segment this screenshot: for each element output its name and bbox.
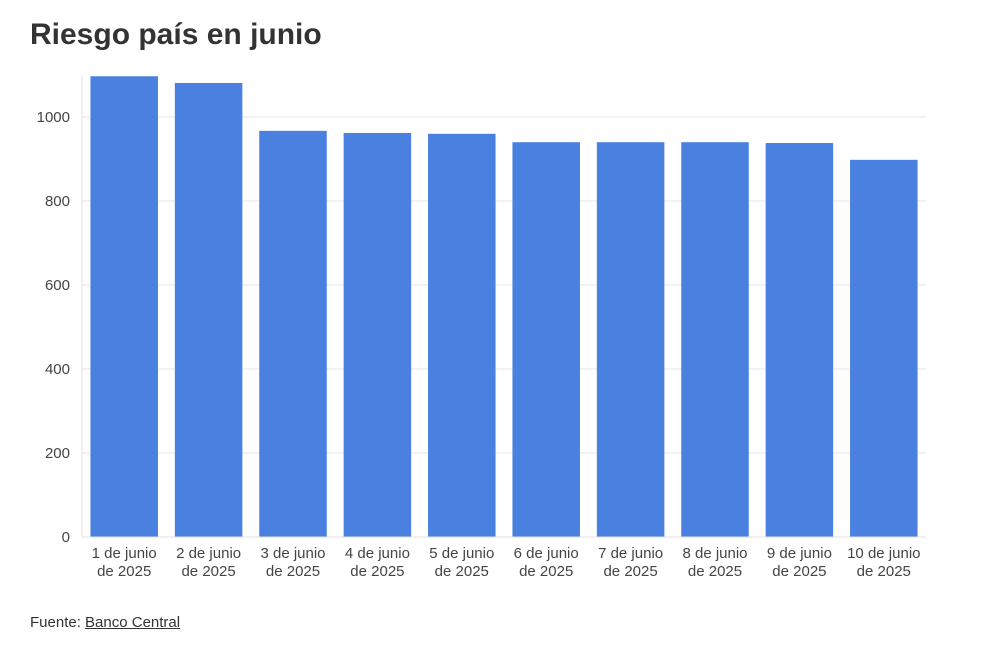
y-tick-label: 1000 bbox=[37, 109, 70, 126]
x-tick-label: 8 de junio de 2025 bbox=[682, 545, 747, 580]
x-tick-label: 1 de junio de 2025 bbox=[92, 545, 157, 580]
bar bbox=[90, 76, 158, 537]
y-tick-label: 600 bbox=[45, 277, 70, 294]
y-tick-label: 800 bbox=[45, 193, 70, 210]
bar bbox=[259, 130, 327, 538]
y-tick-label: 0 bbox=[62, 529, 70, 546]
bar bbox=[850, 159, 918, 537]
chart-title: Riesgo país en junio bbox=[30, 18, 322, 51]
x-tick-label: 2 de junio de 2025 bbox=[176, 545, 241, 580]
source: Fuente: Banco Central bbox=[30, 614, 180, 631]
bar bbox=[512, 142, 580, 537]
bar bbox=[343, 132, 412, 537]
x-tick-label: 10 de junio de 2025 bbox=[847, 545, 920, 580]
bar bbox=[174, 82, 243, 537]
bar bbox=[681, 142, 749, 537]
x-tick-label: 5 de junio de 2025 bbox=[429, 545, 494, 580]
source-label: Fuente: bbox=[30, 614, 81, 631]
x-tick-label: 3 de junio de 2025 bbox=[260, 545, 325, 580]
bar bbox=[428, 133, 496, 538]
y-tick-label: 200 bbox=[45, 445, 70, 462]
x-tick-label: 9 de junio de 2025 bbox=[767, 545, 832, 580]
x-tick-label: 6 de junio de 2025 bbox=[514, 545, 579, 580]
bar bbox=[765, 143, 834, 538]
x-tick-label: 4 de junio de 2025 bbox=[345, 545, 410, 580]
source-link[interactable]: Banco Central bbox=[85, 614, 181, 631]
bar bbox=[596, 142, 665, 537]
y-tick-label: 400 bbox=[45, 361, 70, 378]
x-tick-label: 7 de junio de 2025 bbox=[598, 545, 663, 580]
